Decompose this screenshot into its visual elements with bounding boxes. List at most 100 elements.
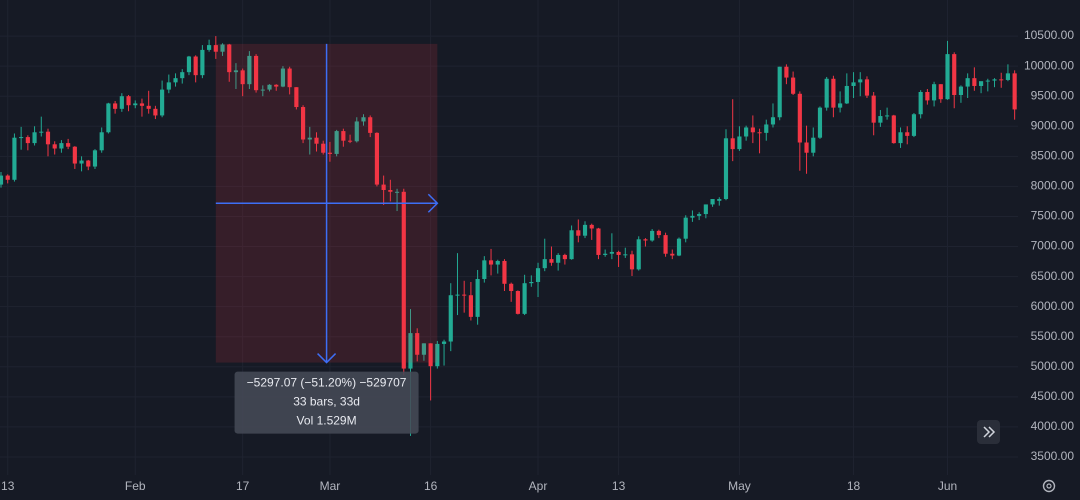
y-tick-label: 9000.00 xyxy=(1031,118,1075,132)
candle-body xyxy=(502,260,507,284)
candle-body xyxy=(260,89,265,91)
candle-body xyxy=(871,95,876,123)
candle-body xyxy=(186,56,192,73)
candle-body xyxy=(267,84,272,90)
measure-label-box xyxy=(234,371,419,434)
candle-body xyxy=(958,86,964,95)
measure-arrowhead xyxy=(317,353,337,364)
y-tick-label: 10500.00 xyxy=(1024,28,1074,42)
candle-body xyxy=(448,295,453,342)
candle-body xyxy=(287,68,292,88)
candle-body xyxy=(757,132,762,134)
candle-body xyxy=(1005,73,1011,80)
y-tick-label: 6000.00 xyxy=(1031,299,1075,313)
scroll-button[interactable] xyxy=(977,420,1000,444)
candle-body xyxy=(824,78,829,108)
candle-body xyxy=(354,121,359,142)
candle-body xyxy=(455,294,460,296)
candle-body xyxy=(59,143,64,149)
candle-body xyxy=(435,343,440,367)
candle-body xyxy=(254,55,259,91)
candle-body xyxy=(119,96,124,109)
candle-body xyxy=(72,146,77,164)
x-tick-label: Mar xyxy=(320,479,341,493)
candle-body xyxy=(92,150,98,167)
candle-body xyxy=(945,54,950,100)
candle-body xyxy=(381,184,386,190)
candle-body xyxy=(670,253,675,256)
candle-body xyxy=(770,117,776,125)
candle-body xyxy=(690,215,695,218)
candle-body xyxy=(952,54,957,95)
candle-body xyxy=(750,127,755,133)
settings-button[interactable] xyxy=(1042,479,1056,493)
x-tick-label: Jun xyxy=(938,479,957,493)
candle-body xyxy=(227,44,232,73)
x-tick-label: 13 xyxy=(612,479,626,493)
candle-body xyxy=(180,72,185,79)
y-tick-label: 8500.00 xyxy=(1031,149,1075,163)
x-tick-label: 17 xyxy=(236,479,250,493)
candle-body xyxy=(764,124,769,133)
axes: 3500.00 4000.00 4500.00 5000.00 5500.00 6000.… xyxy=(1,28,1074,493)
candle-body xyxy=(932,84,937,101)
candle-body xyxy=(744,127,749,137)
candle-body xyxy=(791,77,796,94)
measure-tool: −5297.07 (−51.20%) −529707 33 bars, 33d Vo… xyxy=(215,43,439,434)
candle-body xyxy=(25,137,30,144)
candle-body xyxy=(5,175,10,180)
candle-body xyxy=(475,278,480,317)
candle-body xyxy=(515,291,520,314)
candle-body xyxy=(421,343,426,355)
candle-body xyxy=(589,224,594,229)
candle-body xyxy=(347,140,353,142)
candle-body xyxy=(99,132,104,151)
candle-body xyxy=(86,160,91,167)
candle-body xyxy=(616,251,621,255)
candle-body xyxy=(804,142,809,153)
candle-body xyxy=(978,81,984,86)
x-tick-label: 16 xyxy=(424,479,438,493)
candle-body xyxy=(408,333,413,369)
candle-body xyxy=(233,70,239,73)
candle-body xyxy=(797,93,802,143)
candle-body xyxy=(213,45,218,52)
candle-body xyxy=(965,78,970,87)
candle-body xyxy=(482,260,487,279)
candle-body xyxy=(596,228,601,255)
candle-body xyxy=(160,89,165,116)
candle-body xyxy=(992,79,997,81)
candle-body xyxy=(650,230,655,241)
candle-body xyxy=(838,103,843,108)
candle-body xyxy=(556,254,561,263)
candle-body xyxy=(999,79,1004,81)
candle-body xyxy=(441,341,447,344)
candle-body xyxy=(717,199,722,201)
candle-body xyxy=(817,107,823,138)
plot xyxy=(0,36,1017,436)
y-tick-label: 5500.00 xyxy=(1031,329,1075,343)
grid xyxy=(0,0,1018,475)
candle-body xyxy=(811,137,816,153)
candle-body xyxy=(321,143,326,153)
candle-body xyxy=(643,239,648,241)
candle-body xyxy=(938,84,943,100)
candle-body xyxy=(146,105,151,109)
candle-body xyxy=(45,131,51,145)
candle-body xyxy=(576,230,581,236)
candle-body xyxy=(885,115,890,117)
candle-body xyxy=(200,49,205,76)
x-tick-label: 18 xyxy=(847,479,861,493)
y-tick-label: 7500.00 xyxy=(1031,209,1075,223)
candle-body xyxy=(844,85,849,104)
candle-body xyxy=(683,217,688,239)
candle-body xyxy=(831,78,836,108)
candle-body xyxy=(39,131,44,133)
candle-body xyxy=(562,254,567,260)
candle-body xyxy=(394,191,400,193)
y-tick-label: 9500.00 xyxy=(1031,88,1075,102)
candle-body xyxy=(334,131,339,154)
candle-body xyxy=(730,138,735,150)
candle-body xyxy=(341,131,346,141)
candle-body xyxy=(569,230,574,260)
